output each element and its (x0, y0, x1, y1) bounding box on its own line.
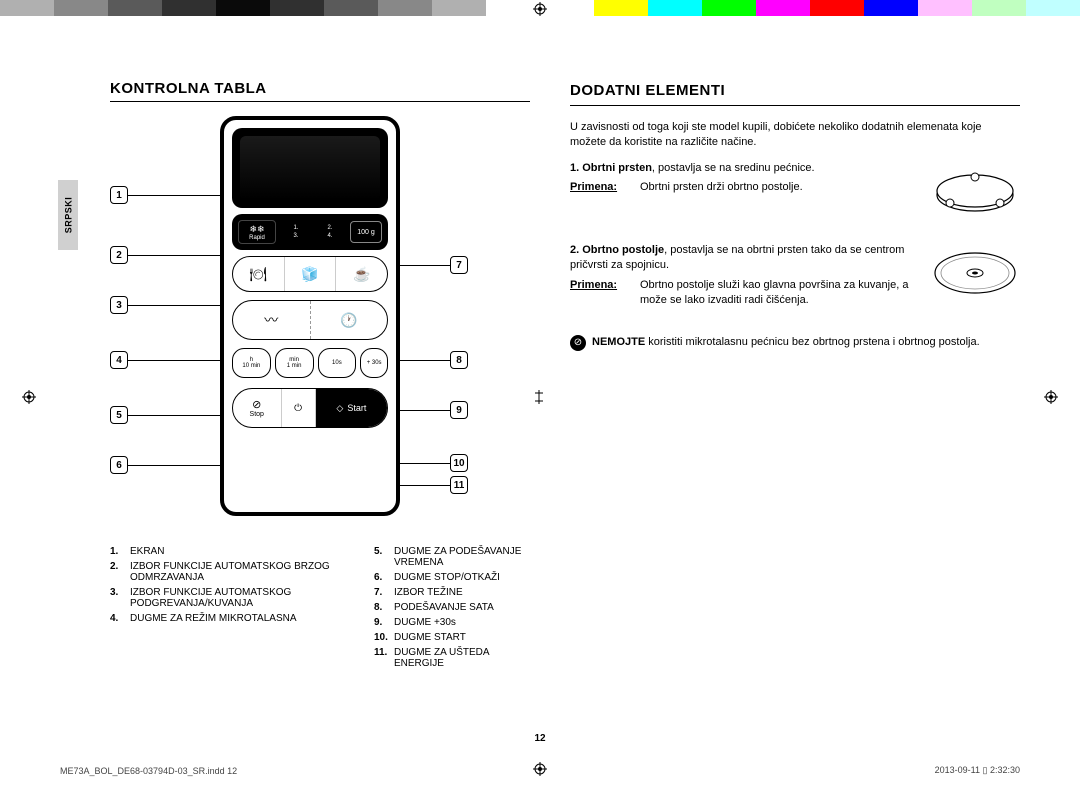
control-panel-figure: ❄❄ Rapid 1. 2. 3. 4. 100 g 🍽 🧊 (110, 116, 530, 536)
warn-text: koristiti mikrotalasnu pećnicu bez obrtn… (645, 336, 979, 348)
legend-item: 10.DUGME START (374, 632, 530, 643)
time-btn-30s: + 30s (360, 348, 388, 378)
beverage-icon: ☕ (336, 257, 387, 291)
time-buttons-row: h 10 min min 1 min 10s + 30s (232, 348, 388, 378)
legend-item: 9.DUGME +30s (374, 617, 530, 628)
callout-6: 6 (110, 456, 128, 474)
callout-11: 11 (450, 476, 468, 494)
item-2-primena-row: Primena: Obrtno postolje služi kao glavn… (570, 278, 920, 309)
time-btn-min: min 1 min (275, 348, 314, 378)
callout-4: 4 (110, 351, 128, 369)
registration-mark-right (1044, 390, 1058, 404)
callout-7: 7 (450, 256, 468, 274)
item-2-term: Obrtno postolje (582, 244, 664, 256)
rapid-defrost-button: ❄❄ Rapid (238, 220, 276, 244)
microwave-icon: 〰 (233, 301, 311, 339)
item-1-primena-row: Primena: Obrtni prsten drži obrtno posto… (570, 180, 920, 195)
legend-item: 11.DUGME ZA UŠTEDA ENERGIJE (374, 647, 530, 669)
callout-1: 1 (110, 186, 128, 204)
legend-item: 4.DUGME ZA REŽIM MIKROTALASNA (110, 613, 350, 624)
start-button: ◇Start (316, 389, 387, 427)
auto-cook-row: 🍽 🧊 ☕ (232, 256, 388, 292)
prohibit-icon: ⊘ (570, 335, 586, 351)
clock-icon: 🕐 (311, 301, 388, 339)
column-right: DODATNI ELEMENTI U zavisnosti od toga ko… (570, 80, 1020, 673)
registration-mark-left (22, 390, 36, 404)
heading-kontrolna-tabla: KONTROLNA TABLA (110, 80, 530, 102)
legend-item: 6.DUGME STOP/OTKAŽI (374, 572, 530, 583)
time-btn-h: h 10 min (232, 348, 271, 378)
program-number-grid: 1. 2. 3. 4. (280, 225, 346, 239)
footer-file-path: ME73A_BOL_DE68-03794D-03_SR.indd 12 (60, 766, 237, 776)
warn-label: NEMOJTE (592, 336, 645, 348)
intro-text: U zavisnosti od toga koji ste model kupi… (570, 120, 1020, 151)
callout-2: 2 (110, 246, 128, 264)
callout-9: 9 (450, 401, 468, 419)
stop-button: ⊘ Stop (233, 389, 281, 427)
defrost-row: ❄❄ Rapid 1. 2. 3. 4. 100 g (232, 214, 388, 250)
control-panel: ❄❄ Rapid 1. 2. 3. 4. 100 g 🍽 🧊 (220, 116, 400, 516)
legend-item: 7.IZBOR TEŽINE (374, 587, 530, 598)
reheat-icon: 🧊 (285, 257, 337, 291)
legend-col-1: 1.EKRAN 2.IZBOR FUNKCIJE AUTOMATSKOG BRZO… (110, 546, 350, 673)
item-1-rest: , postavlja se na sredinu pećnice. (652, 162, 815, 174)
item-2-block: 2. Obrtno postolje, postavlja se na obrt… (570, 243, 1020, 323)
page-number: 12 (534, 733, 545, 744)
item-1-block: 1. Obrtni prsten, postavlja se na sredin… (570, 161, 1020, 231)
item-2-num: 2. (570, 244, 579, 256)
legend-item: 5.DUGME ZA PODEŠAVANJE VREMENA (374, 546, 530, 568)
callout-8: 8 (450, 351, 468, 369)
page: SRPSKI KONTROLNA TABLA ❄❄ Rapid 1. (0, 0, 1080, 792)
registration-mark-top (533, 2, 547, 16)
legend: 1.EKRAN 2.IZBOR FUNKCIJE AUTOMATSKOG BRZO… (110, 546, 530, 673)
item-1-term: Obrtni prsten (582, 162, 652, 174)
roller-ring-illustration (930, 161, 1020, 221)
legend-item: 2.IZBOR FUNKCIJE AUTOMATSKOG BRZOG ODMRZ… (110, 561, 350, 583)
footer-timestamp: 2013-09-11 ▯ 2:32:30 (935, 765, 1020, 776)
legend-item: 1.EKRAN (110, 546, 350, 557)
primena-label: Primena: (570, 180, 630, 195)
legend-col-2: 5.DUGME ZA PODEŠAVANJE VREMENA 6.DUGME ST… (374, 546, 530, 673)
legend-item: 3.IZBOR FUNKCIJE AUTOMATSKOG PODGREVANJA… (110, 587, 350, 609)
item-1-num: 1. (570, 162, 579, 174)
language-tab-label: SRPSKI (63, 197, 73, 234)
item-2-primena-text: Obrtno postolje služi kao glavna površin… (640, 278, 920, 309)
bottom-row: ⊘ Stop ⏻ ◇Start (232, 388, 388, 428)
registration-mark-bottom (533, 762, 547, 776)
primena-label: Primena: (570, 278, 630, 309)
turntable-illustration (930, 243, 1020, 303)
warning-row: ⊘ NEMOJTE koristiti mikrotalasnu pećnicu… (570, 335, 1020, 351)
time-btn-10s: 10s (318, 348, 357, 378)
column-left: KONTROLNA TABLA ❄❄ Rapid 1. 2. 3. (110, 80, 530, 673)
content-area: KONTROLNA TABLA ❄❄ Rapid 1. 2. 3. (110, 80, 1020, 673)
mode-row: 〰 🕐 (232, 300, 388, 340)
legend-item: 8.PODEŠAVANJE SATA (374, 602, 530, 613)
eco-button: ⏻ (281, 389, 316, 427)
plate-icon: 🍽 (233, 257, 285, 291)
language-tab: SRPSKI (58, 180, 78, 250)
callout-5: 5 (110, 406, 128, 424)
callout-10: 10 (450, 454, 468, 472)
weight-button: 100 g (350, 221, 382, 243)
item-1-primena-text: Obrtni prsten drži obrtno postolje. (640, 180, 803, 195)
display-screen (232, 128, 388, 208)
callout-3: 3 (110, 296, 128, 314)
heading-dodatni-elementi: DODATNI ELEMENTI (570, 80, 1020, 106)
